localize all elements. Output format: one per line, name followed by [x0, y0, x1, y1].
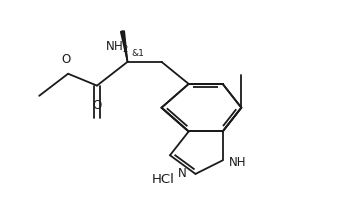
Text: HCl: HCl [152, 173, 175, 186]
Text: NH: NH [229, 155, 246, 168]
Text: O: O [92, 99, 102, 112]
Text: O: O [62, 53, 71, 66]
Polygon shape [121, 31, 128, 62]
Text: N: N [178, 167, 187, 180]
Text: &1: &1 [132, 49, 144, 58]
Text: NH$_2$: NH$_2$ [105, 40, 129, 55]
